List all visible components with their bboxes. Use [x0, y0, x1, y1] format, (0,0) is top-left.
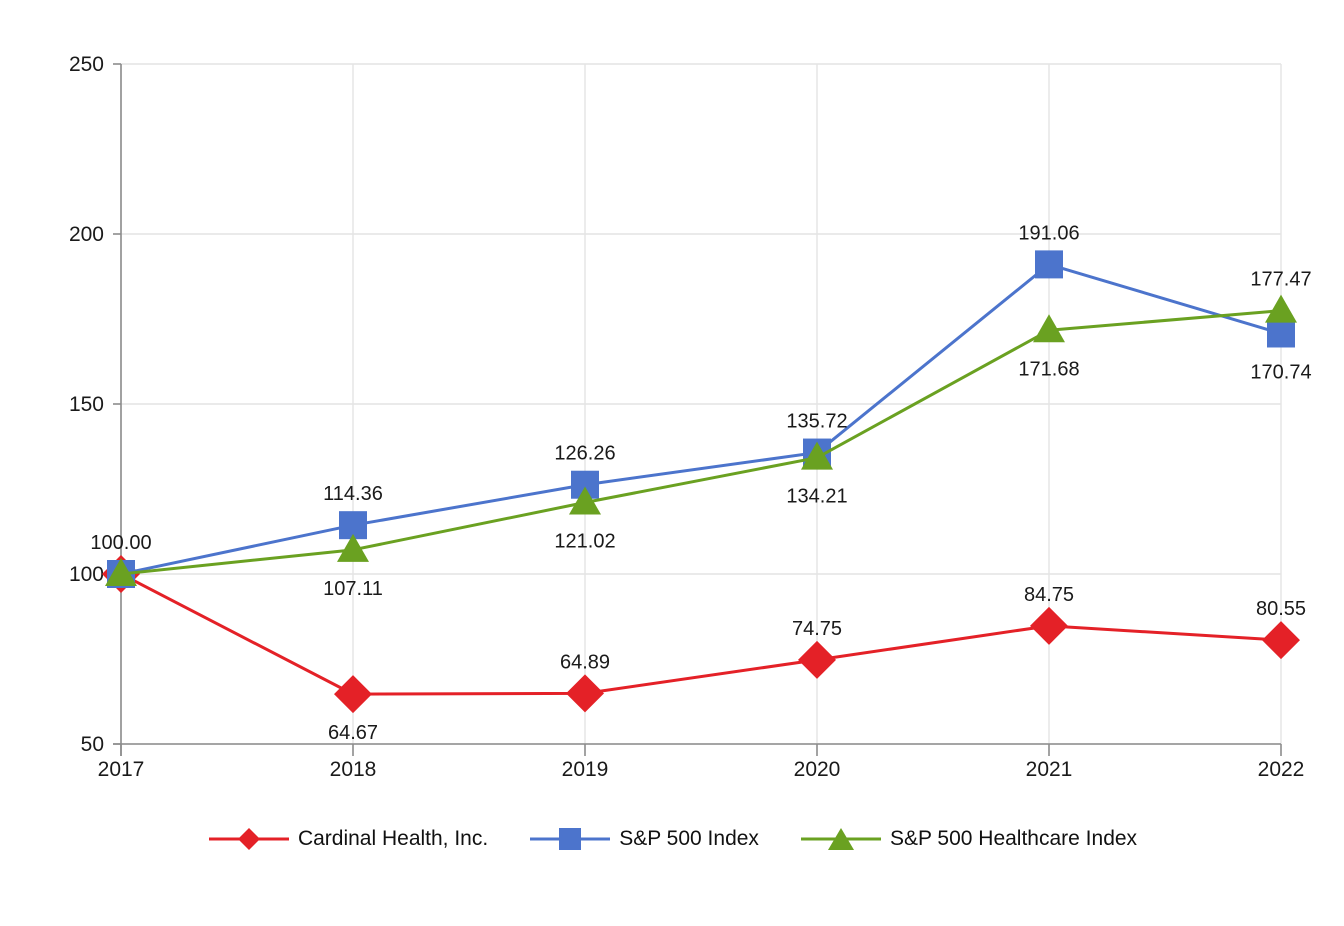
data-label: 135.72	[786, 411, 847, 433]
diamond-marker	[566, 674, 604, 713]
triangle-marker	[337, 533, 369, 562]
data-label: 126.26	[554, 443, 615, 465]
series-line	[120, 572, 1282, 696]
data-label: 177.47	[1250, 269, 1311, 291]
data-label: 80.55	[1256, 598, 1306, 620]
data-label: 84.75	[1024, 584, 1074, 606]
series-line	[120, 262, 1282, 576]
data-label: 121.02	[554, 531, 615, 553]
x-tick-label: 2018	[330, 758, 377, 781]
series-line	[120, 309, 1282, 576]
x-tick-label: 2017	[98, 758, 145, 781]
diamond-marker	[1262, 621, 1300, 660]
x-tick-label: 2021	[1026, 758, 1073, 781]
legend-marker-diamond-icon	[207, 826, 291, 852]
triangle-marker	[569, 486, 601, 515]
data-label: 170.74	[1250, 361, 1311, 383]
square-marker	[1035, 250, 1063, 279]
legend-item-sp500-healthcare: S&P 500 Healthcare Index	[799, 826, 1137, 852]
x-tick-label: 2020	[794, 758, 841, 781]
gridlines	[120, 63, 1282, 745]
x-tick-label: 2019	[562, 758, 609, 781]
triangle-marker	[1265, 294, 1297, 323]
y-tick-label: 50	[81, 733, 104, 756]
legend-item-sp500: S&P 500 Index	[528, 826, 759, 852]
data-label: 100.00	[90, 532, 151, 554]
diamond-marker	[334, 675, 372, 714]
triangle-marker	[105, 558, 137, 586]
legend-swatch-graphic	[530, 828, 611, 850]
legend: Cardinal Health, Inc. S&P 500 Index S&P …	[0, 822, 1344, 856]
legend-label: S&P 500 Healthcare Index	[889, 827, 1138, 850]
square-marker	[1267, 319, 1295, 348]
diamond-marker	[798, 640, 836, 679]
tick-labels: 50 100 150 200 250 2017 2018 2019 2020 2021 2022	[69, 53, 1304, 781]
data-label: 107.11	[323, 578, 383, 600]
data-label: 64.67	[328, 722, 378, 744]
data-labels: 64.67 64.89 74.75 84.75 80.55 100.00 114.36 126…	[90, 222, 1311, 744]
data-label: 171.68	[1018, 358, 1079, 380]
axes	[113, 63, 1282, 756]
data-label: 64.89	[560, 651, 610, 673]
data-label: 74.75	[792, 618, 842, 640]
legend-label: Cardinal Health, Inc.	[297, 827, 489, 850]
legend-swatch-graphic	[800, 828, 881, 850]
series-s-p-500-index	[107, 250, 1295, 588]
series-s-p-500-healthcare-index	[105, 294, 1297, 586]
x-tick-label: 2022	[1258, 758, 1305, 781]
legend-marker-square-icon	[528, 826, 612, 852]
data-label: 114.36	[323, 483, 383, 505]
y-tick-label: 250	[69, 53, 104, 76]
y-tick-label: 150	[69, 393, 104, 416]
y-tick-label: 100	[69, 563, 104, 586]
series-cardinal-health-inc	[102, 555, 1300, 714]
legend-swatch-graphic	[208, 828, 289, 850]
diamond-marker	[1030, 606, 1068, 645]
data-label: 191.06	[1018, 222, 1079, 244]
y-tick-label: 200	[69, 223, 104, 246]
triangle-marker	[801, 441, 833, 470]
legend-label: S&P 500 Index	[619, 827, 759, 850]
data-label: 134.21	[786, 486, 847, 508]
legend-marker-triangle-icon	[799, 826, 883, 852]
triangle-marker	[1033, 314, 1065, 343]
legend-item-cardinal-health: Cardinal Health, Inc.	[207, 826, 488, 852]
